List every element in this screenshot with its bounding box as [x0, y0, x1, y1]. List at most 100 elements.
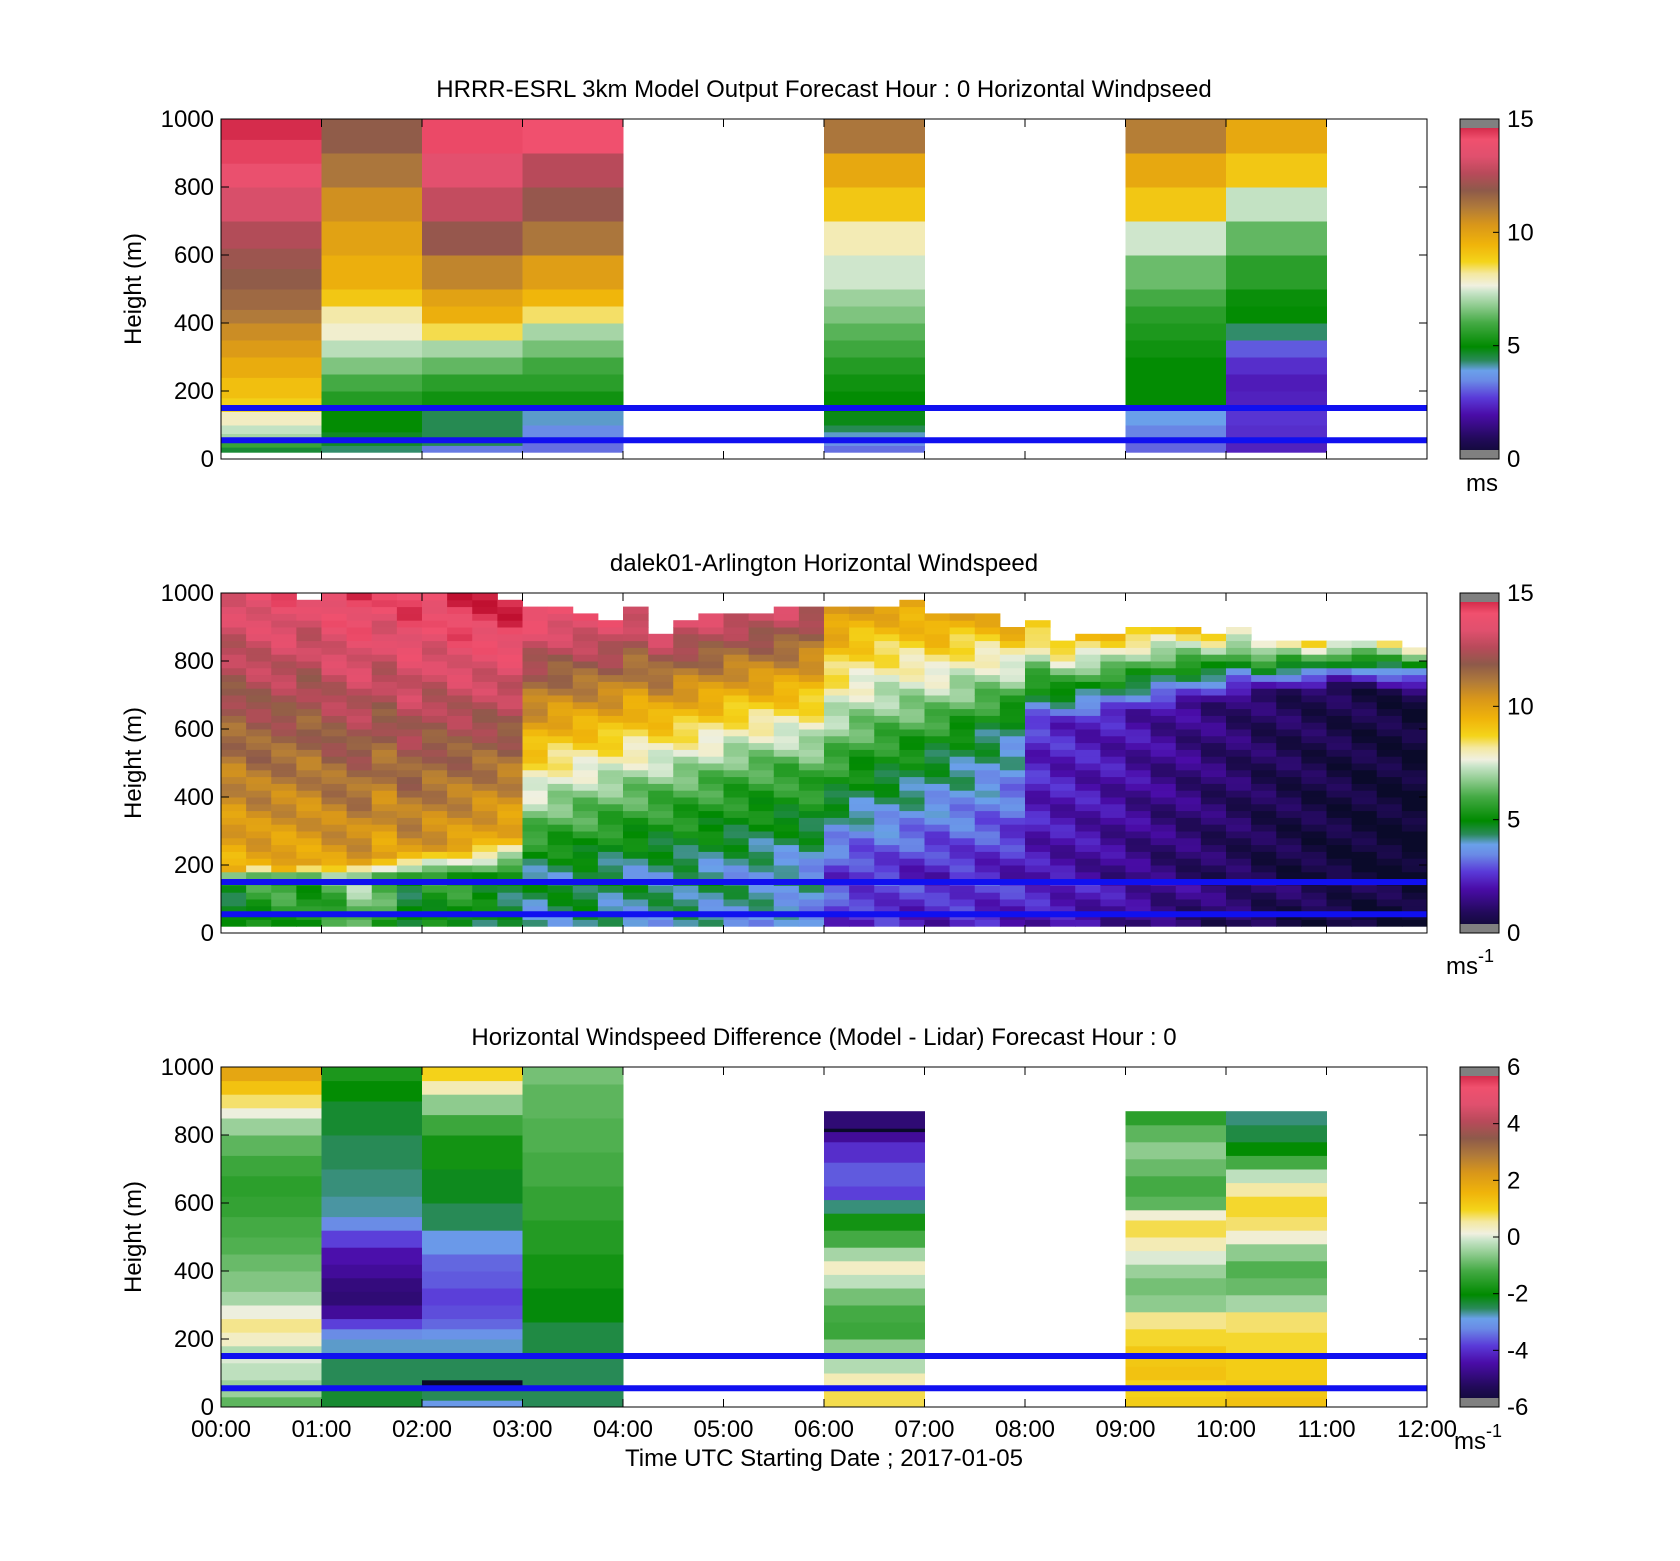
heatmap-cell — [899, 701, 925, 710]
heatmap-cell — [673, 688, 699, 696]
heatmap-cell — [547, 756, 574, 764]
heatmap-cell — [1351, 735, 1378, 744]
heatmap-cell — [472, 844, 498, 852]
heatmap-cell — [1100, 790, 1126, 798]
heatmap-cell — [1376, 919, 1403, 927]
heatmap-cell — [798, 810, 825, 818]
heatmap-cell — [1200, 688, 1227, 696]
heatmap-cell — [447, 844, 473, 852]
heatmap-cell — [999, 851, 1026, 859]
heatmap-cell — [572, 831, 599, 839]
heatmap-cell — [974, 681, 1001, 689]
heatmap-cell — [271, 783, 297, 791]
heatmap-cell — [472, 756, 498, 764]
heatmap-cell — [1326, 892, 1353, 900]
heatmap-cell — [321, 797, 348, 805]
heatmap-cell — [1025, 633, 1051, 642]
heatmap-cell — [1326, 831, 1353, 839]
heatmap-cell — [1351, 742, 1378, 750]
panel-difference-title: Horizontal Windspeed Difference (Model -… — [471, 1024, 1176, 1051]
heatmap-cell — [849, 797, 875, 805]
heatmap-cell — [422, 871, 448, 880]
heatmap-cell — [522, 323, 624, 341]
panel-difference-reference-lines — [221, 1353, 1427, 1392]
heatmap-cell — [346, 667, 373, 676]
heatmap-cell — [1276, 708, 1302, 716]
heatmap-cell — [296, 701, 322, 710]
heatmap-cell — [1050, 735, 1076, 744]
heatmap-cell — [1376, 844, 1403, 852]
heatmap-cell — [1075, 885, 1101, 893]
heatmap-cell — [1301, 817, 1327, 825]
heatmap-cell — [698, 797, 724, 805]
heatmap-cell — [572, 797, 599, 805]
heatmap-cell — [1025, 797, 1051, 805]
heatmap-cell — [1200, 803, 1227, 812]
heatmap-cell — [899, 633, 925, 642]
heatmap-cell — [773, 905, 800, 914]
heatmap-cell — [321, 1169, 423, 1197]
heatmap-cell — [572, 919, 599, 927]
heatmap-cell — [1226, 1311, 1327, 1333]
heatmap-cell — [1226, 1182, 1327, 1197]
heatmap-cell — [572, 871, 599, 880]
heatmap-cell — [1050, 763, 1076, 771]
heatmap-cell — [321, 701, 348, 710]
heatmap-cell — [296, 756, 322, 764]
heatmap-cell — [1125, 708, 1152, 716]
heatmap-cell — [547, 919, 574, 927]
heatmap-cell — [422, 817, 448, 825]
heatmap-cell — [1376, 871, 1403, 880]
heatmap-cell — [522, 620, 549, 628]
heatmap-cell — [221, 309, 322, 324]
heatmap-cell — [673, 776, 699, 784]
heatmap-cell — [597, 627, 624, 635]
heatmap-cell — [1226, 919, 1252, 927]
heatmap-cell — [321, 654, 348, 662]
heatmap-cell — [798, 797, 825, 805]
heatmap-cell — [1075, 654, 1101, 662]
heatmap-cell — [221, 837, 247, 846]
heatmap-cell — [296, 674, 322, 682]
heatmap-cell — [1125, 1250, 1227, 1265]
heatmap-cell — [1075, 742, 1101, 750]
y-tick-label: 1000 — [161, 580, 214, 607]
heatmap-cell — [874, 905, 900, 914]
heatmap-cell — [271, 790, 297, 798]
heatmap-cell — [497, 722, 523, 730]
heatmap-cell — [1301, 899, 1327, 907]
heatmap-cell — [949, 627, 976, 635]
heatmap-cell — [1301, 742, 1327, 750]
heatmap-cell — [396, 803, 423, 812]
heatmap-cell — [572, 776, 599, 784]
heatmap-cell — [949, 715, 976, 723]
heatmap-cell — [1100, 871, 1126, 880]
heatmap-cell — [346, 905, 373, 914]
heatmap-cell — [447, 688, 473, 696]
heatmap-cell — [798, 919, 825, 927]
heatmap-cell — [974, 919, 1001, 927]
heatmap-cell — [1125, 729, 1152, 737]
heatmap-cell — [924, 640, 951, 648]
heatmap-cell — [824, 722, 850, 730]
heatmap-cell — [1351, 783, 1378, 791]
heatmap-cell — [1376, 790, 1403, 798]
heatmap-cell — [999, 640, 1026, 648]
heatmap-cell — [673, 654, 699, 662]
heatmap-cell — [648, 667, 674, 676]
heatmap-cell — [1276, 824, 1302, 832]
heatmap-cell — [321, 323, 423, 341]
y-tick-label: 200 — [174, 1326, 214, 1353]
heatmap-cell — [321, 844, 348, 852]
x-tick-label: 00:00 — [191, 1416, 251, 1443]
heatmap-cell — [371, 776, 398, 784]
heatmap-cell — [321, 831, 348, 839]
heatmap-cell — [472, 647, 498, 655]
heatmap-cell — [824, 688, 850, 696]
heatmap-cell — [924, 695, 951, 703]
heatmap-cell — [874, 633, 900, 642]
heatmap-cell — [221, 729, 247, 737]
heatmap-cell — [623, 756, 649, 764]
heatmap-cell — [221, 627, 247, 635]
